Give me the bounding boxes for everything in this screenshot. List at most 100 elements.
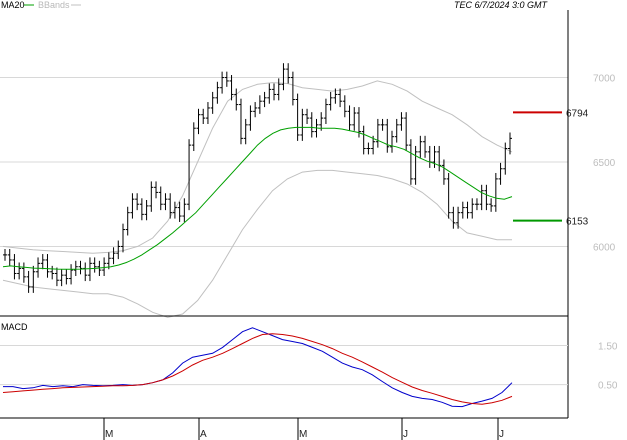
price-bar [248, 105, 253, 131]
price-bar [139, 198, 144, 221]
price-bar [508, 132, 512, 155]
price-bar [125, 206, 130, 236]
macd-y-axis: 0.50 1.50 [598, 341, 618, 391]
price-bar [408, 139, 413, 185]
level-marker: 6153 [513, 217, 589, 228]
y-tick-label: 7000 [593, 74, 616, 85]
price-bar [78, 260, 83, 275]
price-bar [423, 135, 428, 158]
price-bar [54, 267, 59, 287]
price-bar [149, 181, 154, 212]
ma20-line [2, 126, 513, 270]
price-bar [154, 181, 159, 199]
price-bar [224, 71, 229, 87]
bollinger-bands [2, 80, 513, 318]
price-bar [489, 198, 494, 212]
price-bar [40, 254, 45, 270]
price-bar [69, 264, 74, 285]
month-label: M [105, 429, 113, 440]
price-bar [361, 125, 366, 155]
price-bar [50, 265, 55, 280]
price-bar [498, 162, 503, 185]
price-bar [187, 139, 192, 211]
price-bar [262, 91, 267, 108]
month-label: A [200, 429, 207, 440]
price-bar [493, 172, 498, 212]
ma20-polyline [2, 126, 513, 270]
price-bar [234, 88, 239, 111]
price-bar [45, 254, 50, 278]
level-markers: 6794 6153 [513, 108, 589, 228]
price-bar [328, 91, 333, 111]
macd-title: MACD [1, 322, 28, 332]
price-bar [305, 108, 310, 124]
price-bar [371, 135, 376, 155]
y-tick-label: 6500 [593, 158, 616, 169]
price-bar [26, 270, 31, 293]
price-bar [290, 71, 295, 106]
price-bar [451, 206, 456, 229]
macd-y-tick-label: 1.50 [598, 341, 618, 352]
price-bar [111, 247, 116, 265]
price-y-axis: 6000 6500 7000 [593, 74, 616, 254]
price-bar [380, 118, 385, 131]
macd-line [3, 327, 513, 408]
month-label: J [403, 429, 408, 440]
price-bar [276, 78, 281, 101]
price-bar [3, 248, 7, 261]
price-bar [300, 108, 305, 141]
price-bar [253, 102, 258, 118]
price-bar [17, 262, 22, 280]
bband-lower-line [2, 169, 512, 318]
price-bar [295, 93, 300, 141]
price-bar [479, 184, 484, 211]
price-bar [168, 193, 173, 219]
panel-frame [0, 10, 569, 419]
level-marker: 6794 [513, 108, 589, 119]
price-bar [64, 269, 69, 285]
month-label: M [299, 429, 307, 440]
price-bar [267, 83, 272, 104]
price-bar [366, 142, 371, 155]
price-bar [130, 193, 135, 219]
price-bar [404, 112, 409, 152]
price-bar [73, 260, 78, 276]
price-bar [243, 118, 248, 145]
price-bar [309, 112, 314, 138]
price-bar [460, 201, 465, 219]
price-bar [205, 102, 210, 124]
price-bars [3, 63, 512, 293]
price-bar [7, 248, 12, 266]
legend-label-bbands: BBands [38, 0, 70, 10]
price-bar [484, 184, 489, 211]
price-bar [177, 201, 182, 222]
price-bar [196, 108, 201, 135]
price-bar [352, 107, 357, 131]
legend-label-ma20: MA20 [1, 0, 25, 10]
price-bar [116, 240, 121, 260]
price-grid [0, 77, 568, 247]
legend: MA20 BBands [1, 0, 81, 10]
price-bar [92, 257, 97, 273]
price-bar [503, 142, 508, 175]
price-bar [21, 262, 26, 283]
price-bar [210, 91, 215, 114]
price-bar [182, 198, 187, 222]
price-bar [163, 193, 168, 211]
level-label: 6794 [566, 108, 589, 119]
price-bar [144, 200, 149, 221]
price-bar [238, 98, 243, 145]
price-bar [106, 252, 111, 270]
price-bar [158, 186, 163, 211]
macd-grid [0, 344, 568, 386]
price-bar [257, 95, 262, 114]
price-bar [394, 118, 399, 143]
price-bar [272, 83, 277, 101]
timestamp-label: TEC 6/7/2024 3:0 GMT [454, 0, 549, 10]
y-tick-label: 6000 [593, 242, 616, 253]
price-bar [220, 71, 225, 94]
price-bar [385, 118, 390, 153]
price-bar [191, 122, 196, 152]
price-bar [375, 118, 380, 148]
